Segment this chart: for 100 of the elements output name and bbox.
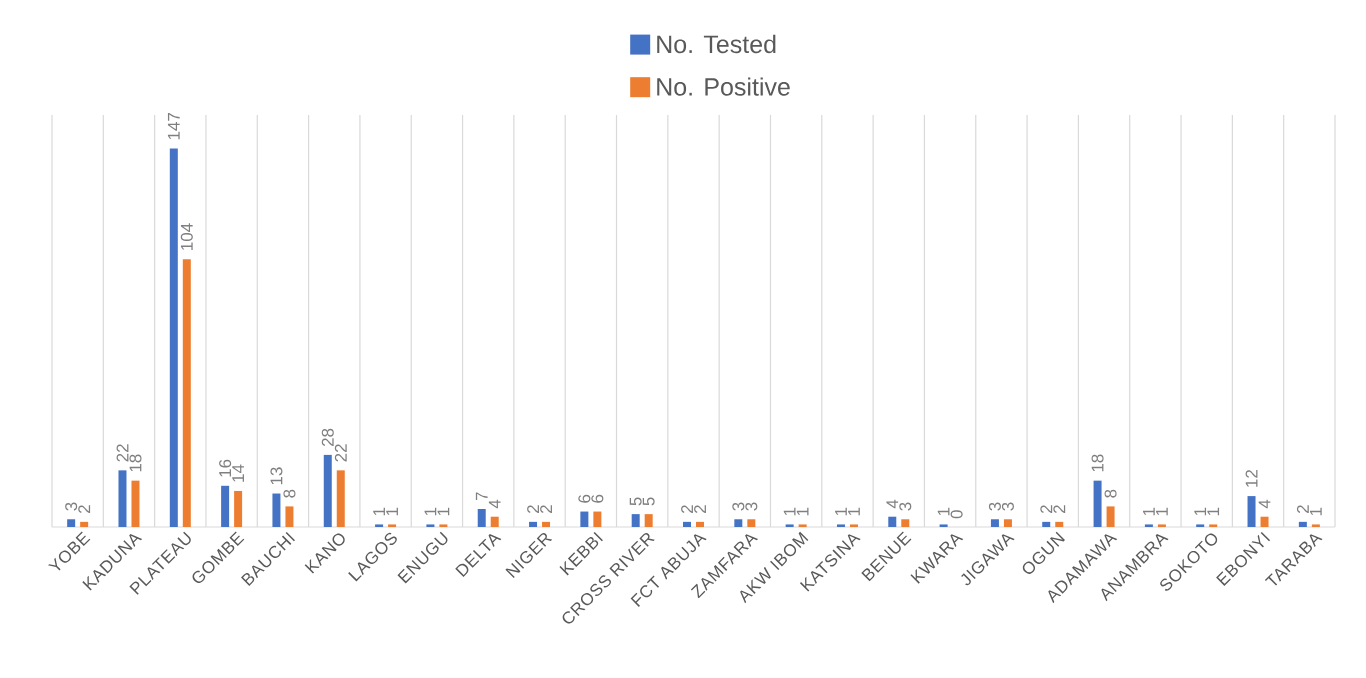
data-label: 14	[232, 464, 244, 482]
bar	[221, 485, 230, 527]
data-label: 1	[1207, 507, 1220, 516]
bar	[1093, 480, 1102, 527]
bar	[580, 511, 589, 527]
data-label: 5	[629, 497, 642, 506]
data-label: 3	[988, 502, 1001, 511]
bar	[1003, 519, 1012, 527]
bar	[272, 493, 281, 527]
bar	[696, 521, 704, 527]
bar	[131, 480, 140, 527]
data-label: 3	[899, 502, 912, 511]
bar	[80, 521, 89, 527]
bar	[477, 508, 486, 527]
bar	[939, 524, 948, 527]
bar	[836, 524, 845, 527]
data-label: 1	[937, 507, 950, 516]
data-label: 22	[334, 444, 347, 462]
bar	[336, 470, 345, 527]
bar	[1196, 524, 1205, 527]
bar	[285, 506, 294, 527]
data-label: 147	[167, 112, 180, 140]
data-label: 22	[116, 444, 129, 462]
data-label: 3	[745, 502, 758, 511]
data-label: 2	[527, 505, 539, 513]
bar	[747, 519, 756, 527]
bar	[901, 519, 910, 527]
data-label: 8	[1104, 489, 1117, 498]
bar	[1260, 516, 1269, 527]
bar	[323, 454, 332, 527]
data-label: 3	[732, 502, 745, 511]
bar	[1209, 524, 1218, 527]
data-label: 13	[270, 467, 283, 485]
data-label: 4	[886, 499, 899, 509]
data-label: 3	[65, 502, 78, 511]
data-label: 2	[1053, 505, 1066, 513]
data-label: 3	[1001, 502, 1014, 511]
bar	[439, 524, 448, 527]
data-label: 1	[1194, 507, 1207, 516]
bar	[169, 148, 178, 527]
bar	[1298, 521, 1307, 527]
data-label: 1	[1143, 507, 1155, 516]
data-label: 8	[283, 489, 296, 498]
bar	[1144, 524, 1153, 527]
bar	[631, 514, 640, 527]
data-label: 18	[129, 454, 142, 472]
bar	[426, 524, 435, 527]
data-label: 12	[1245, 470, 1258, 487]
bar	[1106, 506, 1115, 527]
data-label: 2	[540, 505, 552, 513]
data-label: 0	[950, 510, 963, 519]
data-label: 1	[848, 507, 860, 516]
data-label: 16	[219, 459, 232, 477]
bar	[1157, 524, 1166, 527]
bar	[785, 524, 794, 527]
bar	[182, 259, 191, 527]
data-label: 1	[386, 507, 398, 516]
bar	[118, 470, 127, 527]
data-label: 5	[642, 497, 655, 506]
bar	[234, 490, 243, 527]
data-label: 4	[1258, 499, 1271, 509]
data-label: 1	[1309, 507, 1322, 516]
data-label: 2	[1040, 505, 1053, 513]
bar	[490, 516, 499, 527]
data-label: 2	[694, 505, 706, 513]
data-label: 1	[437, 507, 450, 516]
data-label: 6	[578, 494, 591, 503]
bar	[593, 511, 602, 527]
data-label: 18	[1091, 454, 1104, 472]
bar	[1311, 524, 1320, 527]
bar	[683, 521, 691, 527]
bar	[67, 519, 76, 527]
data-label: 7	[475, 492, 488, 501]
data-label: 2	[1296, 505, 1309, 513]
data-label: 1	[796, 507, 809, 516]
bar	[849, 524, 858, 527]
bar	[1055, 521, 1064, 527]
legend-label: No. Tested	[657, 34, 776, 54]
bar	[1247, 496, 1256, 527]
data-label: 6	[591, 494, 604, 503]
bar	[529, 521, 538, 527]
bar	[990, 519, 999, 527]
data-label: 1	[1156, 507, 1168, 516]
bar	[375, 524, 384, 527]
bar	[644, 514, 653, 527]
legend-label: No. Positive	[657, 77, 790, 96]
bar	[1042, 521, 1051, 527]
bar	[734, 519, 743, 527]
data-label: 2	[681, 505, 693, 513]
data-label: 104	[180, 223, 193, 250]
data-label: 1	[783, 507, 796, 516]
data-label: 4	[488, 499, 501, 509]
data-label: 28	[321, 428, 334, 447]
data-label: 2	[78, 505, 91, 513]
data-label: 1	[424, 507, 437, 516]
data-label: 1	[373, 507, 385, 516]
data-label: 1	[835, 507, 847, 516]
bar	[798, 524, 807, 527]
bar	[888, 516, 897, 527]
bar	[542, 521, 551, 527]
